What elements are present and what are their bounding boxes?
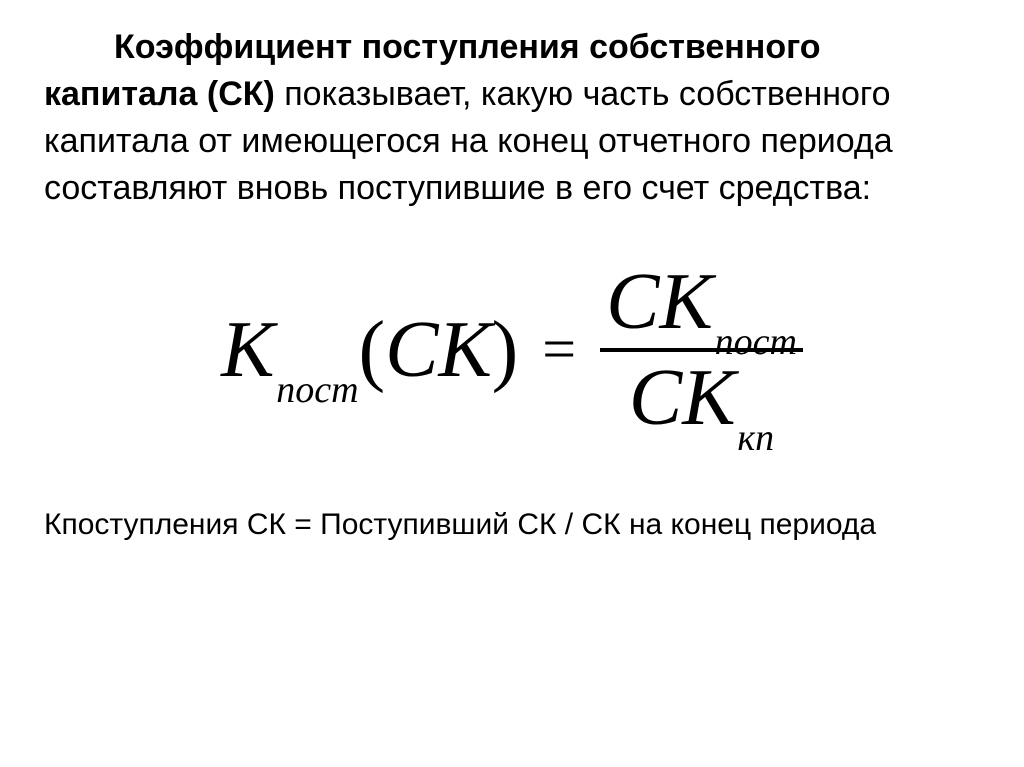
formula: К пост ( СК ) = СК пост СК кп xyxy=(44,262,980,438)
numerator: СК пост xyxy=(600,262,803,342)
lhs-paren-open: ( xyxy=(359,310,386,390)
lhs-arg: СК xyxy=(385,310,491,390)
definition-paragraph: Коэффициент поступления собственного кап… xyxy=(44,24,980,212)
formula-lhs: К пост ( СК ) xyxy=(221,310,518,390)
numer-variable: СК xyxy=(606,262,712,342)
lhs-variable: К xyxy=(221,310,274,390)
fraction: СК пост СК кп xyxy=(600,262,803,438)
denom-variable: СК xyxy=(629,358,735,438)
lhs-subscript: пост xyxy=(276,368,358,412)
lhs-paren-close: ) xyxy=(492,310,519,390)
slide-page: Коэффициент поступления собственного кап… xyxy=(0,0,1024,542)
denominator: СК кп xyxy=(623,358,780,438)
equals-sign: = xyxy=(542,315,576,384)
formula-plaintext: Кпоступления СК = Поступивший СК / СК на… xyxy=(44,508,980,542)
denom-subscript: кп xyxy=(737,416,774,460)
numer-subscript: пост xyxy=(715,320,797,364)
